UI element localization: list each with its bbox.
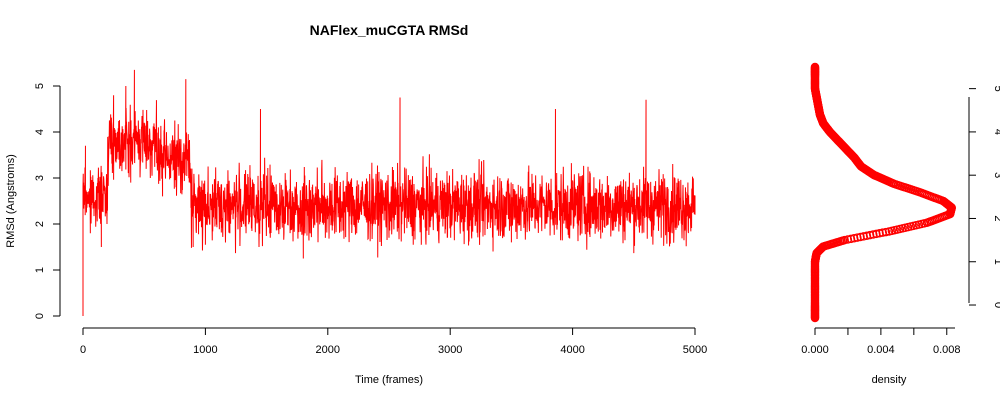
- density-x-tick-label: 0.004: [867, 344, 895, 356]
- density-point: [881, 227, 891, 237]
- rmsd-x-tick-label: 1000: [193, 344, 217, 356]
- rmsd-y-tick-label: 3: [34, 175, 46, 181]
- density-x-axis-label: density: [872, 374, 907, 386]
- density-point: [868, 230, 878, 239]
- density-point: [843, 235, 853, 244]
- density-points: [810, 62, 956, 323]
- rmsd-series-line: [82, 69, 696, 316]
- density-x-ticks: 0.000 0.004 0.008: [801, 328, 961, 356]
- rmsd-y-tick-label: 0: [34, 313, 46, 319]
- density-point: [849, 233, 859, 243]
- density-point: [846, 234, 856, 244]
- rmsd-x-tick-label: 2000: [316, 344, 340, 356]
- rmsd-y-tick-label: 4: [34, 129, 46, 135]
- rmsd-x-axis-label: Time (frames): [355, 374, 423, 386]
- rmsd-x-tick-label: 4000: [560, 344, 584, 356]
- density-y-tick-label: 3: [992, 172, 1000, 178]
- rmsd-x-ticks: 0 1000 2000 3000 4000 5000: [80, 328, 707, 356]
- rmsd-y-tick-label: 5: [34, 83, 46, 89]
- density-point: [859, 232, 868, 241]
- density-y-tick-label: 0: [992, 302, 1000, 308]
- density-point: [810, 62, 820, 72]
- density-y-tick-label: 1: [992, 259, 1000, 265]
- rmsd-y-ticks: 0 1 2 3 4 5: [34, 83, 60, 319]
- density-point: [872, 229, 881, 239]
- density-x-tick-label: 0.000: [801, 344, 829, 356]
- density-point: [875, 229, 884, 238]
- density-x-tick-label: 0.008: [933, 344, 961, 356]
- rmsd-y-tick-label: 1: [34, 267, 46, 273]
- rmsd-x-tick-label: 3000: [438, 344, 462, 356]
- density-point: [878, 228, 888, 237]
- density-y-tick-label: 5: [992, 86, 1000, 92]
- density-point: [856, 232, 865, 242]
- density-point: [853, 233, 862, 242]
- density-point: [865, 230, 875, 240]
- density-y-ticks: 0 1 2 3 4 5: [969, 86, 1000, 308]
- rmsd-y-tick-label: 2: [34, 221, 46, 227]
- rmsd-y-axis-label: RMSd (Angstroms): [5, 154, 17, 248]
- rmsd-x-tick-label: 0: [80, 344, 86, 356]
- rmsd-x-tick-label: 5000: [683, 344, 707, 356]
- density-y-tick-label: 2: [992, 215, 1000, 221]
- density-point: [840, 235, 849, 245]
- density-y-tick-label: 4: [992, 129, 1000, 135]
- density-point: [862, 231, 872, 241]
- chart-title: NAFlex_muCGTA RMSd: [310, 22, 469, 38]
